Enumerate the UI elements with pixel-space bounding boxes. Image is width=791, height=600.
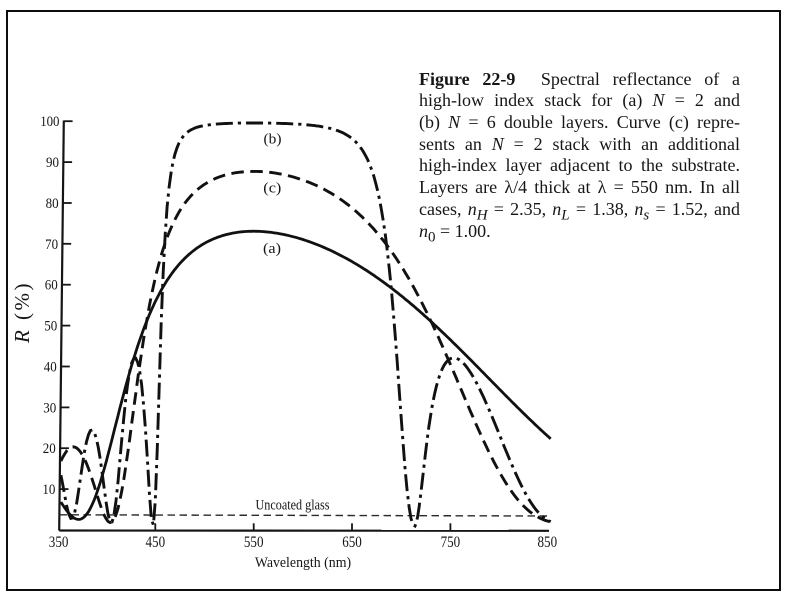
svg-text:750: 750: [441, 534, 461, 551]
svg-text:40: 40: [44, 360, 57, 376]
svg-text:(b): (b): [264, 132, 282, 148]
svg-text:90: 90: [46, 155, 59, 171]
svg-text:20: 20: [43, 441, 56, 457]
svg-text:80: 80: [46, 196, 59, 212]
svg-text:(c): (c): [263, 181, 281, 197]
svg-text:70: 70: [45, 237, 58, 253]
svg-text:Wavelength (nm): Wavelength (nm): [255, 555, 351, 571]
svg-text:50: 50: [44, 319, 57, 335]
svg-text:Uncoated glass: Uncoated glass: [256, 498, 330, 514]
svg-text:650: 650: [342, 534, 362, 551]
svg-text:60: 60: [45, 278, 58, 294]
svg-text:850: 850: [538, 534, 558, 551]
svg-text:(a): (a): [263, 241, 281, 257]
svg-text:450: 450: [146, 534, 166, 551]
svg-text:10: 10: [42, 482, 55, 498]
svg-text:100: 100: [40, 114, 59, 130]
svg-text:550: 550: [244, 534, 264, 551]
svg-text:350: 350: [49, 534, 69, 551]
svg-text:30: 30: [43, 400, 56, 416]
svg-text:R (%): R (%): [10, 281, 34, 344]
